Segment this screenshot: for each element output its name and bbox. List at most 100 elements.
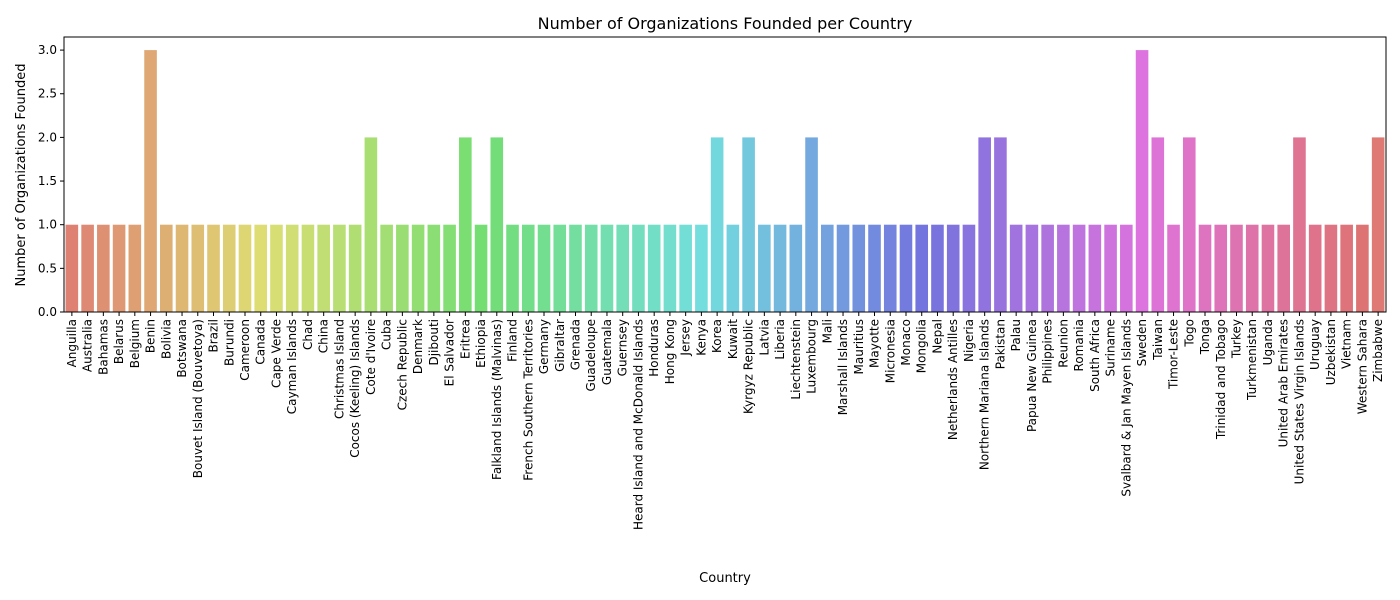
bar-luxembourg xyxy=(805,137,818,312)
bar-french-southern-territories xyxy=(521,224,535,312)
x-tick-label: Kenya xyxy=(694,319,708,356)
bar-mongolia xyxy=(915,224,929,312)
x-tick-label: Papua New Guinea xyxy=(1025,319,1039,432)
bar-hong-kong xyxy=(663,224,677,312)
x-tick-label: Kuwait xyxy=(726,319,740,359)
x-tick-label: Liechtenstein xyxy=(789,319,803,400)
y-tick-label: 2.0 xyxy=(38,130,57,144)
bar-anguilla xyxy=(65,224,79,312)
x-tick-label: Turkmenistan xyxy=(1245,319,1259,401)
x-axis: Anguilla Australia Bahamas Belarus Belgium Be… xyxy=(65,312,1385,530)
bar-netherlands-antilles xyxy=(946,224,960,312)
x-tick-label: Australia xyxy=(81,319,95,372)
x-tick-label: Djibouti xyxy=(427,319,441,366)
y-tick-label: 1.0 xyxy=(38,218,57,232)
x-tick-label: Bouvet Island (Bouvetoya) xyxy=(191,319,205,478)
bar-chad xyxy=(301,224,315,312)
bar-reunion xyxy=(1057,224,1070,312)
x-tick-label: Trinidad and Tobago xyxy=(1214,319,1228,440)
x-tick-label: Botswana xyxy=(175,319,189,378)
x-tick-label: Western Sahara xyxy=(1355,319,1369,414)
bar-cocos-keeling-islands xyxy=(348,224,362,312)
chart-title: Number of Organizations Founded per Coun… xyxy=(538,14,913,33)
x-tick-label: Guatemala xyxy=(600,319,614,385)
bar-cape-verde xyxy=(270,224,283,312)
x-tick-label: Burundi xyxy=(222,319,236,366)
x-tick-label: Cocos (Keeling) Islands xyxy=(348,319,362,458)
bar-romania xyxy=(1072,224,1086,312)
x-tick-label: Uruguay xyxy=(1308,319,1322,370)
x-tick-label: China xyxy=(317,319,331,353)
bar-gibraltar xyxy=(553,224,567,312)
x-tick-label: Mauritius xyxy=(852,319,866,374)
bar-kyrgyz-republic xyxy=(742,137,755,312)
x-tick-label: Tonga xyxy=(1198,319,1212,355)
bar-cuba xyxy=(380,224,393,312)
bar-nepal xyxy=(931,224,944,312)
bar-united-arab-emirates xyxy=(1277,224,1290,312)
x-tick-label: El Salvador xyxy=(443,319,457,386)
x-tick-label: Hong Kong xyxy=(663,319,677,384)
bar-bolivia xyxy=(160,224,173,312)
bar-guatemala xyxy=(600,224,614,312)
bar-zimbabwe xyxy=(1371,137,1385,312)
bar-palau xyxy=(1009,224,1023,312)
x-tick-label: Nigeria xyxy=(962,319,976,362)
x-tick-label: Eritrea xyxy=(458,319,472,359)
bar-jersey xyxy=(679,224,692,312)
x-tick-label: Chad xyxy=(301,319,315,350)
x-tick-label: Belarus xyxy=(112,319,126,364)
bar-mali xyxy=(821,224,834,312)
bar-liberia xyxy=(773,224,787,312)
bar-mauritius xyxy=(852,224,866,312)
x-tick-label: Czech Republic xyxy=(395,319,409,410)
bar-germany xyxy=(537,224,551,312)
bar-philippines xyxy=(1041,224,1054,312)
bar-ethiopia xyxy=(474,224,488,312)
x-tick-label: Latvia xyxy=(757,319,771,356)
x-tick-label: Bolivia xyxy=(159,319,173,359)
x-tick-label: Romania xyxy=(1072,319,1086,371)
x-tick-label: Monaco xyxy=(899,319,913,366)
x-tick-label: Mayotte xyxy=(868,319,882,368)
bar-czech-republic xyxy=(396,224,409,312)
x-tick-label: Timor-Leste xyxy=(1167,319,1181,390)
x-tick-label: Svalbard & Jan Mayen Islands xyxy=(1119,319,1133,497)
bar-australia xyxy=(81,224,94,312)
x-tick-label: Korea xyxy=(710,319,724,353)
bar-uganda xyxy=(1261,224,1275,312)
bar-sweden xyxy=(1135,50,1149,312)
bar-liechtenstein xyxy=(789,224,803,312)
x-tick-label: Cape Verde xyxy=(269,319,283,388)
x-tick-label: Pakistan xyxy=(993,319,1007,369)
bar-united-states-virgin-islands xyxy=(1293,137,1306,312)
x-tick-label: Nepal xyxy=(930,319,944,354)
bar-taiwan xyxy=(1151,137,1165,312)
x-tick-label: South Africa xyxy=(1088,319,1102,392)
x-tick-label: Canada xyxy=(254,319,268,365)
x-tick-label: Philippines xyxy=(1041,319,1055,384)
bar-kenya xyxy=(695,224,708,312)
x-tick-label: Brazil xyxy=(207,319,221,353)
x-tick-label: Northern Mariana Islands xyxy=(978,319,992,470)
bar-nigeria xyxy=(962,224,976,312)
x-tick-label: Falkland Islands (Malvinas) xyxy=(490,319,504,480)
x-tick-label: Bahamas xyxy=(96,319,110,375)
x-tick-label: Ethiopia xyxy=(474,319,488,368)
bar-falkland-islands-malvinas- xyxy=(490,137,504,312)
bar-pakistan xyxy=(994,137,1007,312)
plot-frame xyxy=(63,36,1387,313)
x-tick-label: Gibraltar xyxy=(553,319,567,372)
bar-el-salvador xyxy=(443,224,456,312)
bar-bouvet-island-bouvetoya- xyxy=(191,224,205,312)
bar-cameroon xyxy=(238,224,252,312)
bar-denmark xyxy=(411,224,425,312)
x-tick-label: Cayman Islands xyxy=(285,319,299,414)
bar-heard-island-and-mcdonald-islands xyxy=(632,224,645,312)
bar-belarus xyxy=(112,224,126,312)
x-tick-label: Reunion xyxy=(1056,319,1070,368)
x-tick-label: United Arab Emirates xyxy=(1277,319,1291,447)
bar-canada xyxy=(254,224,268,312)
bar-bahamas xyxy=(97,224,110,312)
bars-group xyxy=(65,50,1385,312)
